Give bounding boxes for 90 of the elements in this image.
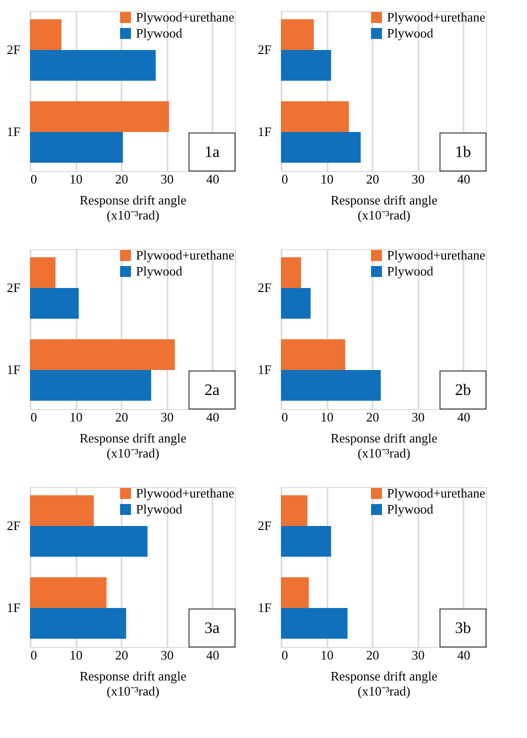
bar xyxy=(281,495,308,526)
bar xyxy=(30,288,79,319)
bar xyxy=(281,50,332,81)
legend-label: Plywood+urethane xyxy=(136,486,235,500)
x-tick-label: 40 xyxy=(206,410,220,424)
x-tick-label: 40 xyxy=(457,410,470,424)
bar xyxy=(30,608,126,639)
x-tick-label: 30 xyxy=(160,648,174,662)
bar xyxy=(30,339,175,370)
legend-label: Plywood+urethane xyxy=(387,486,486,500)
x-tick-label: 20 xyxy=(366,410,380,424)
bar xyxy=(30,370,152,401)
y-tick-label: 1F xyxy=(258,124,272,140)
y-tick-label: 2F xyxy=(258,280,272,295)
x-axis-title: Response drift angle (x10⁻³rad) xyxy=(330,192,438,222)
bar xyxy=(281,608,348,639)
y-tick-label: 2F xyxy=(258,518,272,533)
x-axis-title: Response drift angle (x10⁻³rad) xyxy=(80,192,187,222)
annotation: 3a xyxy=(204,620,220,637)
y-tick-label: 2F xyxy=(6,518,20,533)
legend-label: Plywood xyxy=(387,26,434,40)
x-tick-label: 0 xyxy=(30,648,37,662)
bar xyxy=(30,132,123,163)
x-tick-label: 0 xyxy=(282,410,288,424)
bar xyxy=(281,257,302,288)
legend-label: Plywood xyxy=(136,502,183,516)
x-tick-label: 40 xyxy=(206,648,220,662)
x-axis-title: Response drift angle (x10⁻³rad) xyxy=(80,430,187,460)
bar xyxy=(281,19,314,50)
x-tick-label: 40 xyxy=(206,172,220,186)
x-tick-label: 20 xyxy=(366,172,380,186)
y-tick-label: 2F xyxy=(6,280,20,295)
y-tick-label: 1F xyxy=(6,124,20,140)
x-tick-label: 10 xyxy=(70,648,83,662)
y-tick-label: 2F xyxy=(6,42,20,57)
x-tick-label: 20 xyxy=(366,648,380,662)
legend-label: Plywood+urethane xyxy=(387,248,486,262)
x-tick-label: 0 xyxy=(30,410,37,424)
bar xyxy=(281,577,309,608)
legend-label: Plywood+urethane xyxy=(387,10,486,24)
x-tick-label: 10 xyxy=(320,648,334,662)
bar xyxy=(30,257,56,288)
annotation: 2a xyxy=(204,382,220,399)
x-tick-label: 10 xyxy=(70,172,83,186)
x-tick-label: 0 xyxy=(30,172,37,186)
annotation: 3b xyxy=(455,620,471,637)
y-tick-label: 1F xyxy=(6,600,20,616)
bar xyxy=(281,339,346,370)
bar xyxy=(281,101,349,132)
bar xyxy=(30,577,107,608)
x-tick-label: 30 xyxy=(160,410,174,424)
x-axis-title: Response drift angle (x10⁻³rad) xyxy=(330,430,438,460)
x-tick-label: 30 xyxy=(160,172,174,186)
bar xyxy=(30,495,94,526)
x-tick-label: 10 xyxy=(320,172,334,186)
legend-label: Plywood xyxy=(136,264,183,278)
x-tick-label: 20 xyxy=(115,648,128,662)
x-tick-label: 0 xyxy=(282,172,288,186)
x-tick-label: 10 xyxy=(70,410,83,424)
x-tick-label: 20 xyxy=(115,172,128,186)
legend-label: Plywood+urethane xyxy=(136,248,235,262)
legend-label: Plywood+urethane xyxy=(136,10,235,24)
x-axis-title: Response drift angle (x10⁻³rad) xyxy=(80,668,187,698)
bar xyxy=(281,526,332,557)
annotation: 2b xyxy=(455,382,471,399)
x-tick-label: 20 xyxy=(115,410,128,424)
bar xyxy=(281,370,381,401)
x-tick-label: 30 xyxy=(412,648,425,662)
bar xyxy=(30,50,156,81)
bar xyxy=(30,19,62,50)
y-tick-label: 1F xyxy=(258,362,272,378)
y-tick-label: 2F xyxy=(258,42,272,57)
x-tick-label: 40 xyxy=(457,172,470,186)
x-tick-label: 0 xyxy=(282,648,288,662)
annotation: 1b xyxy=(455,144,471,161)
legend-label: Plywood xyxy=(387,264,434,278)
annotation: 1a xyxy=(204,144,220,161)
y-tick-label: 1F xyxy=(258,600,272,616)
bar xyxy=(281,132,361,163)
x-tick-label: 30 xyxy=(412,172,425,186)
legend-label: Plywood xyxy=(136,26,183,40)
x-axis-title: Response drift angle (x10⁻³rad) xyxy=(330,668,438,698)
bar xyxy=(30,526,148,557)
bar xyxy=(30,101,169,132)
legend-label: Plywood xyxy=(387,502,434,516)
bar xyxy=(281,288,311,319)
x-tick-label: 30 xyxy=(412,410,425,424)
x-tick-label: 40 xyxy=(457,648,470,662)
x-tick-label: 10 xyxy=(320,410,334,424)
y-tick-label: 1F xyxy=(6,362,20,378)
